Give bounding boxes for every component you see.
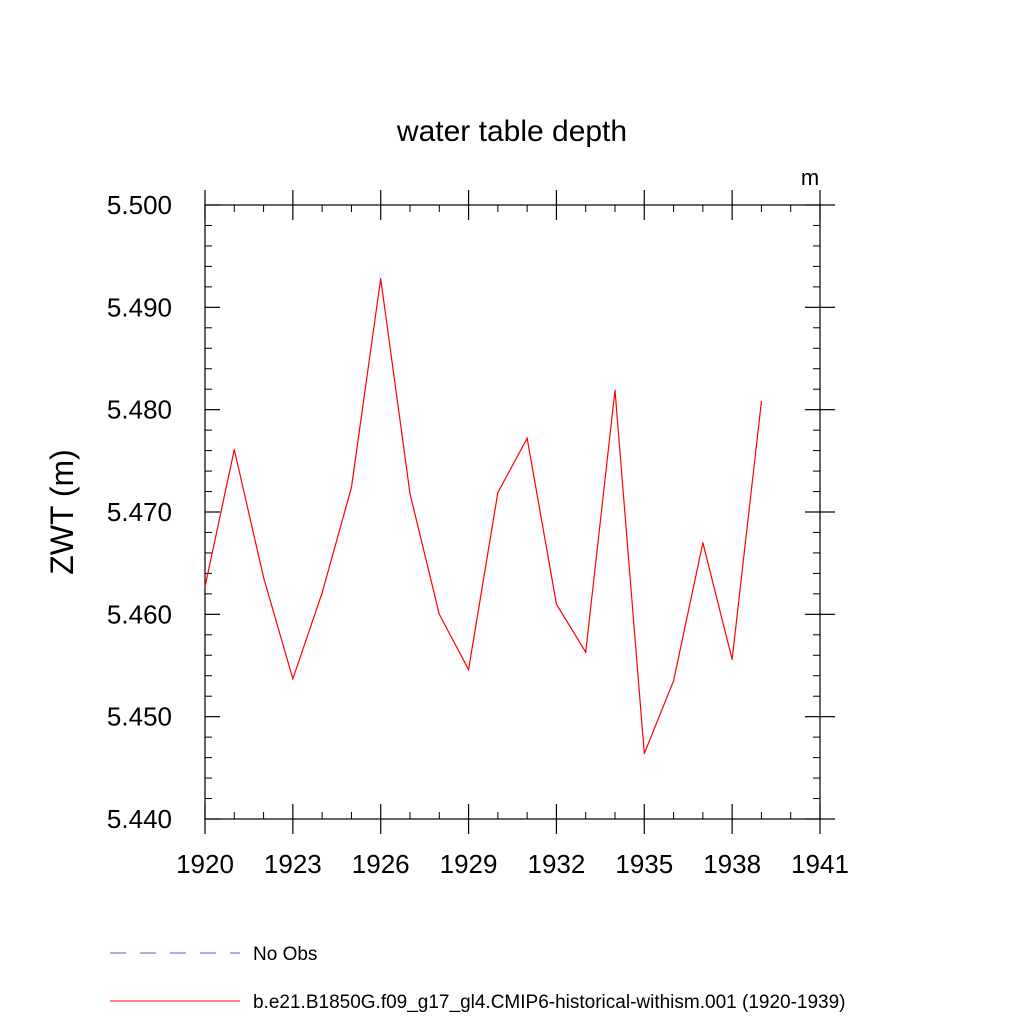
data-point	[731, 658, 733, 660]
y-axis-label: ZWT (m)	[44, 449, 80, 575]
units-label: m	[801, 165, 819, 190]
data-point	[467, 668, 470, 671]
chart-title: water table depth	[396, 115, 627, 148]
data-point	[321, 592, 323, 594]
data-point	[438, 613, 440, 615]
data-point	[204, 586, 206, 588]
data-point	[643, 752, 645, 755]
y-tick-label: 5.480	[107, 395, 172, 425]
data-point	[233, 448, 235, 451]
x-tick-label: 1932	[528, 849, 586, 879]
axis-ticks: 1920 1923 1926 1929 1932 1935 1938 1941 5.440 5.4…	[107, 190, 849, 879]
y-tick-label: 5.500	[107, 190, 172, 220]
series-layer	[204, 278, 763, 755]
legend-label: No Obs	[253, 944, 317, 965]
data-point	[614, 389, 616, 391]
data-point	[585, 651, 587, 653]
y-tick-label: 5.470	[107, 497, 172, 527]
x-tick-label: 1920	[176, 849, 234, 879]
data-point	[760, 400, 763, 403]
x-tick-label: 1923	[264, 849, 322, 879]
y-tick-label: 5.450	[107, 702, 172, 732]
data-point	[350, 486, 353, 489]
plot-frame	[204, 204, 821, 820]
data-point	[409, 492, 411, 495]
y-tick-label: 5.460	[107, 599, 172, 629]
x-tick-label: 1938	[703, 849, 761, 879]
x-tick-label: 1929	[440, 849, 498, 879]
y-tick-label: 5.440	[107, 804, 172, 834]
data-point	[262, 576, 265, 579]
data-point	[497, 491, 499, 494]
data-point	[555, 603, 558, 605]
x-tick-label: 1926	[352, 849, 410, 879]
series-line-0	[204, 278, 763, 754]
data-point	[292, 678, 294, 680]
y-tick-label: 5.490	[107, 292, 172, 322]
data-point	[672, 680, 675, 682]
x-tick-label: 1941	[791, 849, 849, 879]
legend-label: b.e21.B1850G.f09_g17_gl4.CMIP6-historica…	[253, 992, 846, 1013]
data-point	[526, 437, 528, 439]
x-tick-label: 1935	[615, 849, 673, 879]
legend: No Obs b.e21.B1850G.f09_g17_gl4.CMIP6-his…	[110, 944, 846, 1013]
data-point	[702, 542, 704, 544]
data-point	[380, 278, 382, 280]
